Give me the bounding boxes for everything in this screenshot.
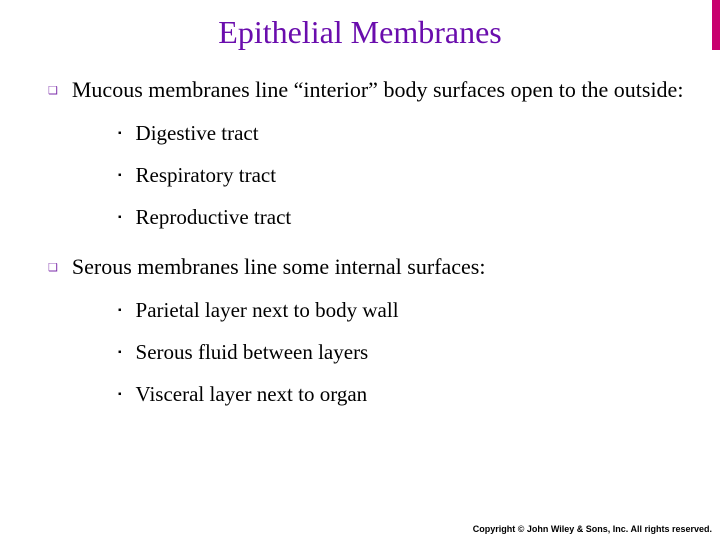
list-item: ▪ Serous fluid between layers bbox=[118, 331, 684, 373]
list-item: ▪ Digestive tract bbox=[118, 112, 684, 154]
square-bullet-icon: ❑ bbox=[48, 81, 58, 102]
slide-title: Epithelial Membranes bbox=[36, 14, 684, 51]
bullet-text: Digestive tract bbox=[136, 112, 259, 154]
square-small-bullet-icon: ▪ bbox=[118, 124, 122, 144]
slide-content: Epithelial Membranes ❑ Mucous membranes … bbox=[0, 0, 720, 415]
square-small-bullet-icon: ▪ bbox=[118, 343, 122, 363]
square-small-bullet-icon: ▪ bbox=[118, 166, 122, 186]
bullet-text: Serous membranes line some internal surf… bbox=[72, 246, 486, 289]
bullet-text: Mucous membranes line “interior” body su… bbox=[72, 69, 684, 112]
bullet-level1: ❑ Serous membranes line some internal su… bbox=[36, 246, 684, 415]
square-small-bullet-icon: ▪ bbox=[118, 301, 122, 321]
bullet-level1: ❑ Mucous membranes line “interior” body … bbox=[36, 69, 684, 238]
sublist: ▪ Digestive tract ▪ Respiratory tract ▪ … bbox=[48, 112, 684, 238]
list-item: ▪ Respiratory tract bbox=[118, 154, 684, 196]
square-bullet-icon: ❑ bbox=[48, 258, 58, 279]
list-item: ▪ Parietal layer next to body wall bbox=[118, 289, 684, 331]
bullet-text: Parietal layer next to body wall bbox=[136, 289, 399, 331]
bullet-text: Serous fluid between layers bbox=[136, 331, 369, 373]
bullet-text: Reproductive tract bbox=[136, 196, 292, 238]
sublist: ▪ Parietal layer next to body wall ▪ Ser… bbox=[48, 289, 684, 415]
copyright-text: Copyright © John Wiley & Sons, Inc. All … bbox=[473, 524, 712, 534]
bullet-text: Respiratory tract bbox=[136, 154, 277, 196]
list-item: ▪ Visceral layer next to organ bbox=[118, 373, 684, 415]
square-small-bullet-icon: ▪ bbox=[118, 385, 122, 405]
list-item: ▪ Reproductive tract bbox=[118, 196, 684, 238]
accent-bar bbox=[712, 0, 720, 50]
square-small-bullet-icon: ▪ bbox=[118, 208, 122, 228]
bullet-text: Visceral layer next to organ bbox=[136, 373, 368, 415]
